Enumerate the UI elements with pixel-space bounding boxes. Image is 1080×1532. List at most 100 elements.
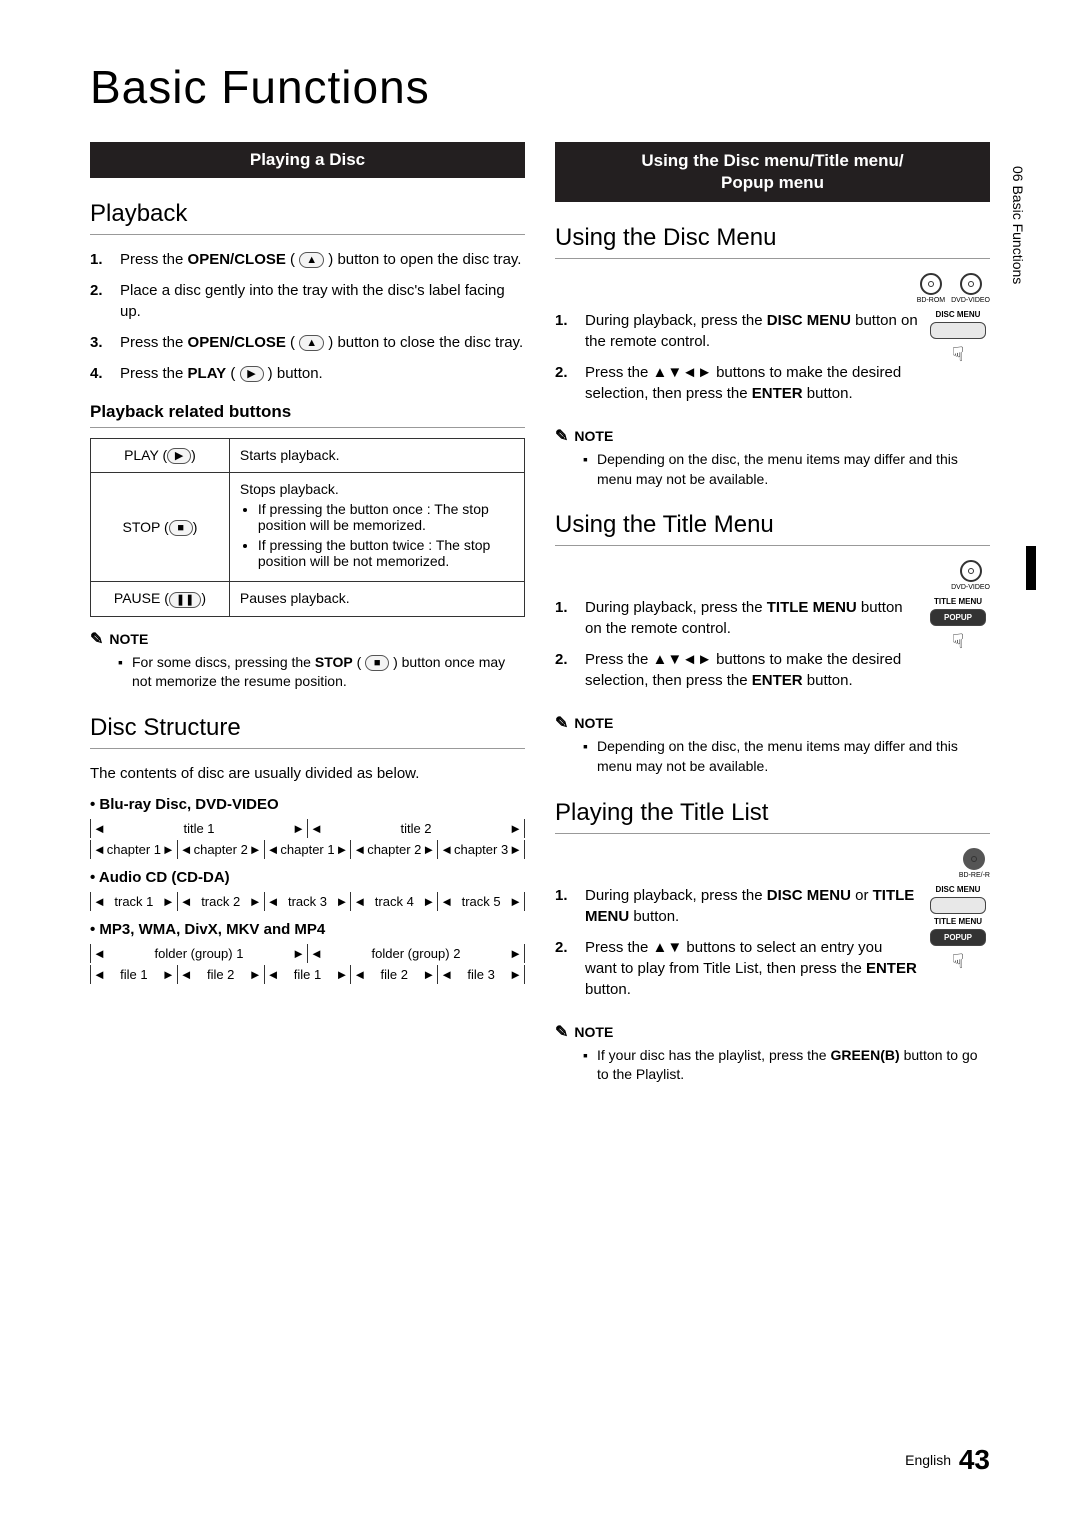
table-cell-label: PAUSE (❚❚) xyxy=(91,582,230,616)
remote-disc-menu: DISC MENU ☟ xyxy=(926,310,990,367)
heading-playback: Playback xyxy=(90,200,525,235)
note-text: NOTE xyxy=(574,715,613,731)
playback-buttons-table: PLAY (▶)Starts playback.STOP (■)Stops pl… xyxy=(90,438,525,617)
structure-group-title: • Blu-ray Disc, DVD-VIDEO xyxy=(90,796,525,813)
remote-label: TITLE MENU xyxy=(926,917,990,926)
structure-row: ◄ folder (group) 1 ►◄ folder (group) 2 ► xyxy=(90,944,525,963)
remote-button-popup: POPUP xyxy=(930,609,986,626)
list-item: If pressing the button once : The stop p… xyxy=(258,501,514,533)
step-item: 2.Place a disc gently into the tray with… xyxy=(90,280,525,322)
heading-title-menu: Using the Title Menu xyxy=(555,511,990,546)
disc-menu-steps: 1.During playback, press the DISC MENU b… xyxy=(555,310,990,404)
list-item: If pressing the button twice : The stop … xyxy=(258,537,514,569)
table-row: STOP (■)Stops playback.If pressing the b… xyxy=(91,473,525,582)
step-item: 1.During playback, press the DISC MENU o… xyxy=(555,885,918,927)
remote-title-list: DISC MENU TITLE MENU POPUP ☟ xyxy=(926,885,990,974)
structure-cell: ◄ track 2 ► xyxy=(178,892,265,911)
button-icon: ▲ xyxy=(299,252,324,268)
note-label: ✎ NOTE xyxy=(90,629,525,649)
disc-type-icon: BD-RE/-R xyxy=(959,848,990,879)
structure-row: ◄ file 1 ►◄ file 2 ►◄ file 1 ►◄ file 2 ►… xyxy=(90,965,525,984)
button-icon: ❚❚ xyxy=(169,592,201,608)
note-icon: ✎ xyxy=(555,426,568,446)
table-cell-label: STOP (■) xyxy=(91,473,230,582)
structure-cell: ◄ chapter 3 ► xyxy=(438,840,524,859)
structure-cell: ◄ track 1 ► xyxy=(91,892,178,911)
table-cell-desc: Starts playback. xyxy=(229,439,524,473)
table-row: PAUSE (❚❚)Pauses playback. xyxy=(91,582,525,616)
section-bar-playing-disc: Playing a Disc xyxy=(90,142,525,178)
note-label: ✎ NOTE xyxy=(555,426,990,446)
right-column: Using the Disc menu/Title menu/ Popup me… xyxy=(555,142,990,1085)
remote-button-icon xyxy=(930,322,986,339)
table-cell-desc: Stops playback.If pressing the button on… xyxy=(229,473,524,582)
remote-button-popup: POPUP xyxy=(930,929,986,946)
left-column: Playing a Disc Playback 1.Press the OPEN… xyxy=(90,142,525,1085)
button-icon: ▶ xyxy=(167,448,191,464)
structure-row: ◄ chapter 1 ►◄ chapter 2 ►◄ chapter 1 ►◄… xyxy=(90,840,525,859)
note-text: NOTE xyxy=(109,631,148,647)
structure-cell: ◄ title 2 ► xyxy=(308,819,524,838)
title-list-disc-icons: BD-RE/-R xyxy=(959,848,990,879)
structure-group-title: • MP3, WMA, DivX, MKV and MP4 xyxy=(90,921,525,938)
remote-label: TITLE MENU xyxy=(926,597,990,606)
structure-cell: ◄ chapter 2 ► xyxy=(178,840,265,859)
title-menu-steps: 1.During playback, press the TITLE MENU … xyxy=(555,597,990,691)
button-icon: ▲ xyxy=(299,335,324,351)
footer-page-number: 43 xyxy=(959,1444,990,1475)
structure-group-title: • Audio CD (CD-DA) xyxy=(90,869,525,886)
title-list-steps: 1.During playback, press the DISC MENU o… xyxy=(555,885,990,1000)
playback-steps: 1.Press the OPEN/CLOSE ( ▲ ) button to o… xyxy=(90,249,525,384)
structure-cell: ◄ chapter 1 ► xyxy=(91,840,178,859)
step-item: 1.During playback, press the DISC MENU b… xyxy=(555,310,918,352)
heading-disc-menu: Using the Disc Menu xyxy=(555,224,990,259)
title-menu-disc-icons: DVD-VIDEO xyxy=(951,560,990,591)
disc-menu-block: BD-ROMDVD-VIDEO DISC MENU ☟ 1.During pla… xyxy=(555,273,990,414)
heading-disc-structure: Disc Structure xyxy=(90,714,525,749)
table-row: PLAY (▶)Starts playback. xyxy=(91,439,525,473)
button-icon: ■ xyxy=(169,520,193,536)
note-text: NOTE xyxy=(574,428,613,444)
title-menu-note-list: Depending on the disc, the menu items ma… xyxy=(555,737,990,776)
structure-cell: ◄ track 5 ► xyxy=(438,892,524,911)
content-columns: Playing a Disc Playback 1.Press the OPEN… xyxy=(90,142,990,1085)
note-item: Depending on the disc, the menu items ma… xyxy=(583,737,990,776)
disc-type-icon: DVD-VIDEO xyxy=(951,560,990,591)
page-footer: English 43 xyxy=(905,1444,990,1476)
structure-cell: ◄ file 1 ► xyxy=(91,965,178,984)
heading-title-list: Playing the Title List xyxy=(555,799,990,834)
structure-cell: ◄ folder (group) 1 ► xyxy=(91,944,308,963)
structure-cell: ◄ chapter 1 ► xyxy=(265,840,352,859)
table-cell-desc: Pauses playback. xyxy=(229,582,524,616)
button-icon: ■ xyxy=(365,655,389,671)
structure-cell: ◄ chapter 2 ► xyxy=(351,840,438,859)
step-item: 2.Press the ▲▼◄► buttons to make the des… xyxy=(555,649,918,691)
disc-menu-note-list: Depending on the disc, the menu items ma… xyxy=(555,450,990,489)
title-list-note-list: If your disc has the playlist, press the… xyxy=(555,1046,990,1085)
remote-label: DISC MENU xyxy=(926,310,990,319)
remote-label: DISC MENU xyxy=(926,885,990,894)
step-item: 4.Press the PLAY ( ▶ ) button. xyxy=(90,363,525,384)
note-text: NOTE xyxy=(574,1024,613,1040)
structure-cell: ◄ file 3 ► xyxy=(438,965,524,984)
step-item: 3.Press the OPEN/CLOSE ( ▲ ) button to c… xyxy=(90,332,525,353)
disc-structure-intro: The contents of disc are usually divided… xyxy=(90,763,525,784)
hand-icon: ☟ xyxy=(926,949,990,974)
table-cell-label: PLAY (▶) xyxy=(91,439,230,473)
step-item: 1.During playback, press the TITLE MENU … xyxy=(555,597,918,639)
hand-icon: ☟ xyxy=(926,342,990,367)
structure-row: ◄ title 1 ►◄ title 2 ► xyxy=(90,819,525,838)
structure-cell: ◄ file 2 ► xyxy=(178,965,265,984)
hand-icon: ☟ xyxy=(926,629,990,654)
step-item: 1.Press the OPEN/CLOSE ( ▲ ) button to o… xyxy=(90,249,525,270)
disc-structure-groups: • Blu-ray Disc, DVD-VIDEO ◄ title 1 ►◄ ti… xyxy=(90,796,525,984)
footer-lang: English xyxy=(905,1452,951,1468)
disc-type-icon: BD-ROM xyxy=(917,273,945,304)
note-item: For some discs, pressing the STOP ( ■ ) … xyxy=(118,653,525,692)
note-icon: ✎ xyxy=(555,1022,568,1042)
disc-menu-disc-icons: BD-ROMDVD-VIDEO xyxy=(917,273,990,304)
remote-button-icon xyxy=(930,897,986,914)
note-label: ✎ NOTE xyxy=(555,713,990,733)
step-item: 2.Press the ▲▼◄► buttons to make the des… xyxy=(555,362,918,404)
note-icon: ✎ xyxy=(555,713,568,733)
